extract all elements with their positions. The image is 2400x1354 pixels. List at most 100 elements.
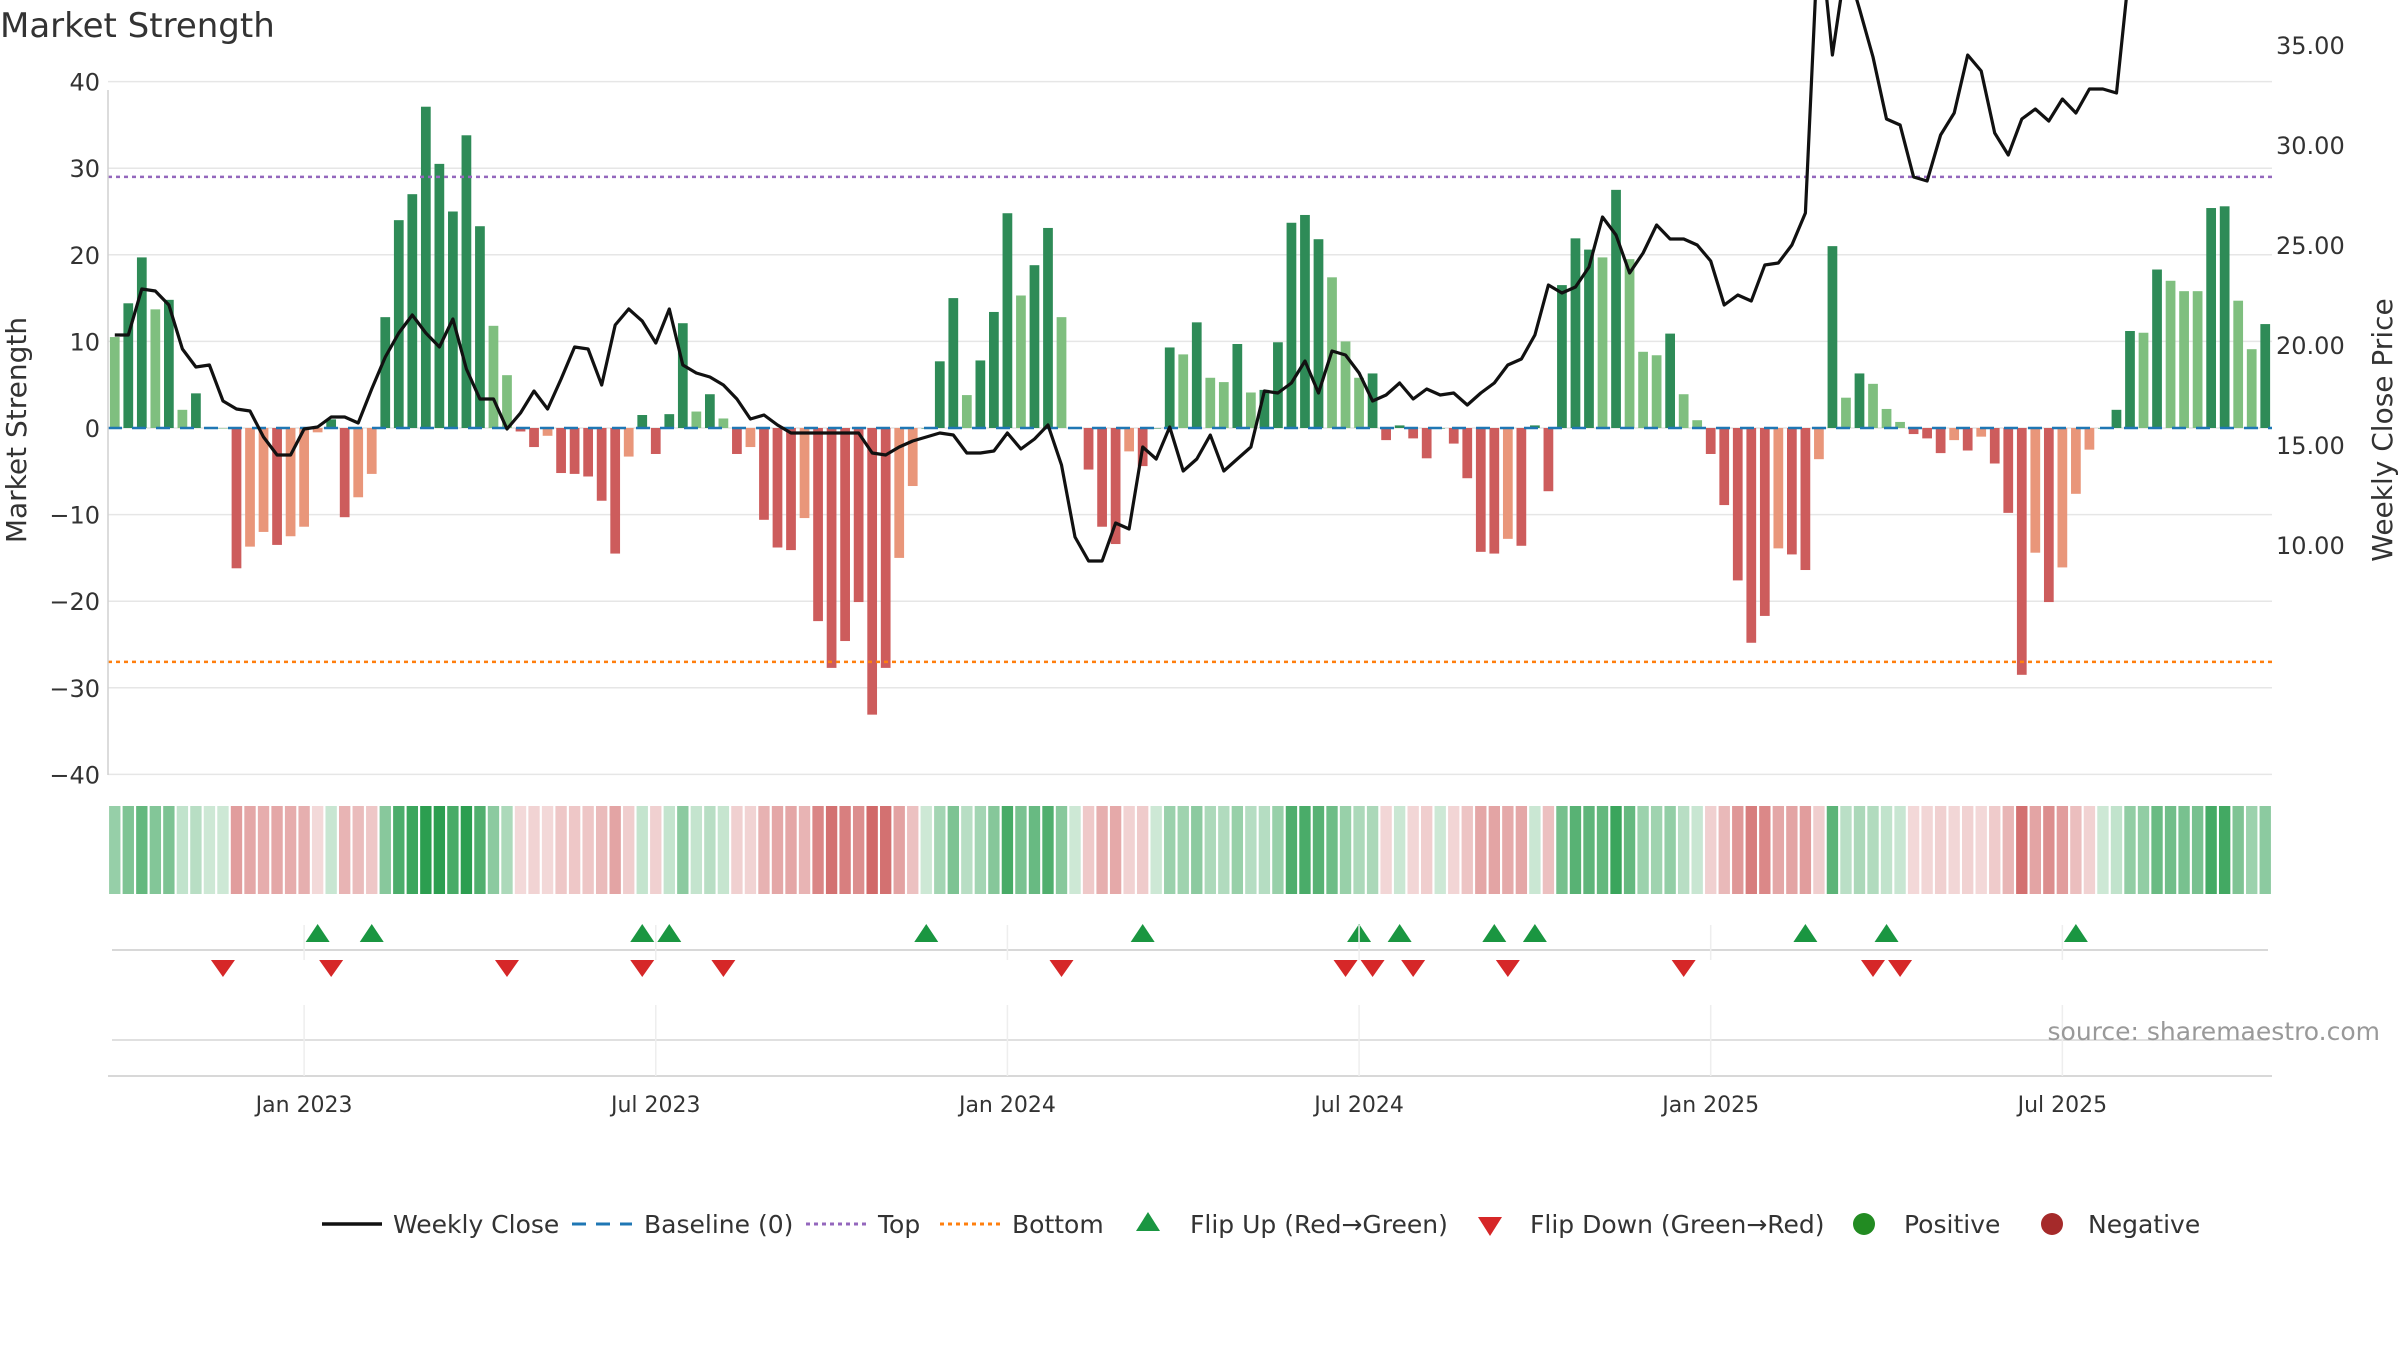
strength-bar bbox=[596, 428, 607, 501]
flip-up-marker bbox=[2063, 924, 2088, 942]
heat-cell bbox=[1989, 806, 2001, 894]
heat-cell bbox=[2259, 806, 2271, 894]
strength-bar bbox=[867, 428, 878, 715]
x-tick-label: Jan 2023 bbox=[254, 1093, 353, 1118]
legend-label: Baseline (0) bbox=[644, 1210, 793, 1239]
x-tick-label: Jan 2025 bbox=[1660, 1093, 1759, 1118]
strength-bar bbox=[272, 428, 282, 545]
heat-cell bbox=[1380, 806, 1392, 894]
heat-cell bbox=[609, 806, 621, 894]
heat-cell bbox=[230, 806, 243, 894]
strength-bar bbox=[732, 428, 742, 454]
strength-bar bbox=[1502, 428, 1513, 539]
strength-bar bbox=[1083, 428, 1094, 470]
heat-cell bbox=[433, 806, 446, 894]
heat-cell bbox=[1772, 806, 1785, 894]
heat-cell bbox=[203, 806, 216, 894]
strength-bar bbox=[1800, 428, 1811, 571]
heat-cell bbox=[1096, 806, 1108, 894]
heat-cell bbox=[1759, 806, 1771, 894]
heat-cell bbox=[1799, 806, 1812, 894]
heat-cell bbox=[1975, 806, 1987, 894]
heat-cell bbox=[1082, 806, 1095, 894]
heat-cell bbox=[163, 806, 175, 894]
flip-down-marker bbox=[1333, 960, 1358, 977]
y-tick-label-left: 30 bbox=[69, 155, 100, 183]
strength-bar bbox=[718, 418, 729, 428]
strength-bar bbox=[1394, 425, 1405, 428]
legend-label: Flip Up (Red→Green) bbox=[1190, 1210, 1448, 1239]
heat-cell bbox=[1907, 806, 1920, 894]
strength-bar bbox=[1462, 428, 1473, 479]
strength-bar bbox=[1259, 389, 1270, 428]
heat-cell bbox=[1326, 806, 1338, 894]
strength-bar bbox=[1354, 377, 1364, 428]
strength-bar bbox=[840, 428, 850, 642]
heat-cell bbox=[447, 806, 459, 894]
flip-up-marker bbox=[1387, 924, 1412, 942]
strength-bar bbox=[1245, 392, 1256, 428]
heat-cell bbox=[717, 806, 730, 894]
strength-bar bbox=[975, 360, 986, 428]
heat-cell bbox=[825, 806, 838, 894]
heat-cell bbox=[1745, 806, 1757, 894]
heat-cell bbox=[2124, 806, 2136, 894]
y-tick-label-right: 10.00 bbox=[2276, 532, 2345, 560]
strength-bar bbox=[623, 428, 634, 457]
heat-cell bbox=[1191, 806, 1203, 894]
strength-bar bbox=[1448, 428, 1459, 444]
heat-cell bbox=[1042, 806, 1054, 894]
strength-bar bbox=[312, 428, 323, 433]
strength-bar bbox=[894, 428, 905, 558]
strength-bar bbox=[934, 361, 945, 428]
heat-cell bbox=[1542, 806, 1555, 894]
y-axis-right-label: Weekly Close Price bbox=[2366, 298, 2399, 561]
heat-cell bbox=[1691, 806, 1703, 894]
heat-cell bbox=[785, 806, 797, 894]
heat-cell bbox=[2110, 806, 2123, 894]
heat-cell bbox=[1015, 806, 1027, 894]
x-tick-label: Jul 2025 bbox=[2016, 1093, 2108, 1118]
strength-bar bbox=[1611, 189, 1621, 428]
strength-bar bbox=[853, 428, 864, 603]
heat-cell bbox=[1434, 806, 1446, 894]
strength-bar bbox=[1638, 351, 1648, 428]
y-tick-label-left: 40 bbox=[69, 69, 100, 97]
strength-bar bbox=[191, 393, 201, 428]
y-tick-label-left: −30 bbox=[49, 675, 100, 703]
heat-cell bbox=[487, 806, 500, 894]
strength-bar bbox=[1191, 322, 1202, 428]
flip-up-marker bbox=[1874, 924, 1899, 942]
heat-cell bbox=[2070, 806, 2082, 894]
legend-swatch-flip-up bbox=[1136, 1212, 1160, 1231]
heat-cell bbox=[1393, 806, 1406, 894]
heat-cell bbox=[1177, 806, 1189, 894]
strength-bar bbox=[2246, 349, 2257, 428]
heat-cell bbox=[1596, 806, 1609, 894]
strength-bar bbox=[704, 394, 715, 428]
flip-up-marker bbox=[305, 924, 330, 942]
heat-cell bbox=[704, 806, 716, 894]
heat-cell bbox=[1488, 806, 1500, 894]
strength-bar bbox=[218, 428, 228, 429]
legend-label: Bottom bbox=[1012, 1210, 1104, 1239]
flip-down-marker bbox=[1360, 960, 1385, 977]
strength-bar bbox=[1584, 249, 1594, 428]
strength-bar bbox=[2192, 291, 2203, 428]
strength-bar bbox=[583, 428, 594, 477]
strength-bar bbox=[502, 375, 512, 428]
strength-bar bbox=[299, 428, 309, 527]
heat-cell bbox=[1934, 806, 1947, 894]
strength-bar bbox=[461, 135, 472, 429]
strength-bar bbox=[475, 226, 485, 428]
x-axis: Jan 2023 Jul 2023 Jan 2024 Jul 2024 Jan 2025… bbox=[108, 925, 2272, 1118]
heat-cell bbox=[1921, 806, 1933, 894]
strength-bar bbox=[109, 337, 120, 428]
strength-bar bbox=[569, 428, 580, 474]
strength-bar bbox=[1868, 383, 1878, 428]
strength-bar bbox=[1895, 421, 1905, 428]
strength-bar bbox=[813, 428, 823, 622]
strength-bar bbox=[245, 428, 255, 547]
strength-bar bbox=[2260, 324, 2271, 428]
y-tick-label-left: −40 bbox=[49, 761, 100, 789]
